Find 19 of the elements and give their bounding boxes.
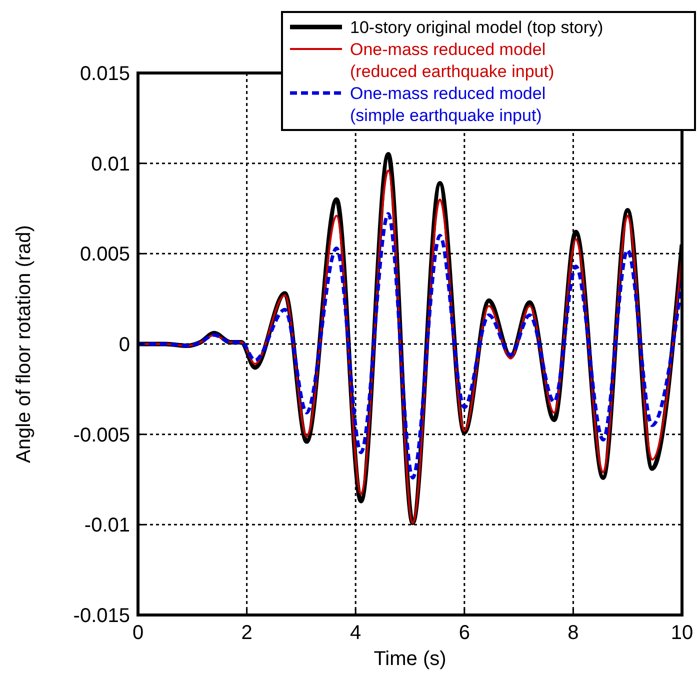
x-tick-label: 6 bbox=[458, 622, 470, 644]
y-tick-label: 0.015 bbox=[80, 63, 130, 85]
y-tick-label: -0.015 bbox=[73, 605, 130, 627]
x-tick-label: 0 bbox=[132, 622, 144, 644]
x-axis-title: Time (s) bbox=[374, 648, 446, 670]
x-tick-label: 10 bbox=[670, 622, 694, 644]
y-tick-label: 0 bbox=[118, 334, 130, 356]
legend-label: 10-story original model (top story) bbox=[350, 18, 604, 37]
line-series bbox=[138, 212, 682, 480]
legend-label: One-mass reduced model (simple earthquake input) bbox=[350, 84, 546, 125]
y-tick-label: -0.01 bbox=[84, 514, 130, 537]
x-tick-label: 2 bbox=[241, 622, 252, 644]
y-tick-label: 0.005 bbox=[80, 244, 130, 266]
x-tick-label: 8 bbox=[568, 622, 579, 644]
y-tick-label: -0.005 bbox=[73, 424, 130, 446]
legend-label: One-mass reduced model (reduced earthquake input) bbox=[350, 40, 554, 81]
x-tick-label: 4 bbox=[350, 622, 362, 644]
y-axis-title: Angle of floor rotation (rad) bbox=[13, 225, 35, 463]
y-tick-label: 0.01 bbox=[91, 153, 130, 176]
